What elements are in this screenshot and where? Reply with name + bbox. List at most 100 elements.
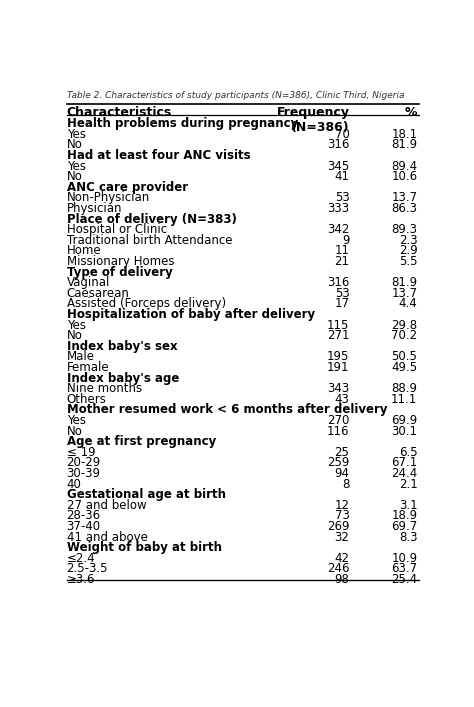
Text: 17: 17 (335, 298, 349, 310)
Text: Yes: Yes (66, 414, 86, 427)
Text: 86.3: 86.3 (392, 202, 418, 215)
Text: 12: 12 (335, 499, 349, 512)
Text: 32: 32 (335, 531, 349, 544)
Text: 8.3: 8.3 (399, 531, 418, 544)
Text: 29.8: 29.8 (392, 319, 418, 332)
Text: 50.5: 50.5 (392, 351, 418, 363)
Text: Index baby's age: Index baby's age (66, 372, 179, 385)
Text: 25: 25 (335, 446, 349, 459)
Text: No: No (66, 139, 82, 151)
Text: 343: 343 (327, 382, 349, 395)
Text: 270: 270 (327, 414, 349, 427)
Text: Place of delivery (N=383): Place of delivery (N=383) (66, 213, 237, 226)
Text: Home: Home (66, 245, 101, 257)
Text: 316: 316 (327, 276, 349, 289)
Text: Hospitalization of baby after delivery: Hospitalization of baby after delivery (66, 308, 315, 321)
Text: Traditional birth Attendance: Traditional birth Attendance (66, 234, 232, 247)
Text: 69.9: 69.9 (391, 414, 418, 427)
Text: 2.5-3.5: 2.5-3.5 (66, 563, 108, 575)
Text: 73: 73 (335, 510, 349, 522)
Text: Age at first pregnancy: Age at first pregnancy (66, 436, 216, 448)
Text: ≥3.6: ≥3.6 (66, 573, 95, 586)
Text: Mother resumed work < 6 months after delivery: Mother resumed work < 6 months after del… (66, 404, 387, 416)
Text: Index baby's sex: Index baby's sex (66, 340, 177, 353)
Text: Male: Male (66, 351, 95, 363)
Text: 70: 70 (335, 128, 349, 141)
Text: 271: 271 (327, 329, 349, 342)
Text: Hospital or Clinic: Hospital or Clinic (66, 223, 167, 236)
Text: 2.9: 2.9 (399, 245, 418, 257)
Text: 13.7: 13.7 (392, 192, 418, 204)
Text: %: % (405, 105, 418, 119)
Text: No: No (66, 329, 82, 342)
Text: Female: Female (66, 361, 109, 374)
Text: 8: 8 (342, 478, 349, 491)
Text: 41: 41 (335, 170, 349, 183)
Text: 88.9: 88.9 (392, 382, 418, 395)
Text: Weight of baby at birth: Weight of baby at birth (66, 542, 222, 554)
Text: Caesarean: Caesarean (66, 287, 129, 300)
Text: 342: 342 (327, 223, 349, 236)
Text: 116: 116 (327, 425, 349, 438)
Text: Yes: Yes (66, 319, 86, 332)
Text: 53: 53 (335, 287, 349, 300)
Text: 49.5: 49.5 (392, 361, 418, 374)
Text: No: No (66, 170, 82, 183)
Text: Yes: Yes (66, 160, 86, 173)
Text: 40: 40 (66, 478, 82, 491)
Text: 27 and below: 27 and below (66, 499, 146, 512)
Text: ANC care provider: ANC care provider (66, 181, 188, 194)
Text: 195: 195 (327, 351, 349, 363)
Text: 9: 9 (342, 234, 349, 247)
Text: 30.1: 30.1 (392, 425, 418, 438)
Text: 115: 115 (327, 319, 349, 332)
Text: 89.3: 89.3 (392, 223, 418, 236)
Text: 43: 43 (335, 393, 349, 406)
Text: 63.7: 63.7 (392, 563, 418, 575)
Text: 2.1: 2.1 (399, 478, 418, 491)
Text: 30-39: 30-39 (66, 467, 100, 480)
Text: 94: 94 (335, 467, 349, 480)
Text: 24.4: 24.4 (391, 467, 418, 480)
Text: 345: 345 (327, 160, 349, 173)
Text: 3.1: 3.1 (399, 499, 418, 512)
Text: Frequency
(N=386): Frequency (N=386) (276, 105, 349, 134)
Text: 333: 333 (328, 202, 349, 215)
Text: 191: 191 (327, 361, 349, 374)
Text: 269: 269 (327, 520, 349, 533)
Text: Table 2. Characteristics of study participants (N=386), Clinic Third, Nigeria: Table 2. Characteristics of study partic… (66, 91, 404, 100)
Text: 10.9: 10.9 (392, 552, 418, 565)
Text: 42: 42 (335, 552, 349, 565)
Text: Physician: Physician (66, 202, 122, 215)
Text: Vaginal: Vaginal (66, 276, 110, 289)
Text: 37-40: 37-40 (66, 520, 100, 533)
Text: Others: Others (66, 393, 107, 406)
Text: 2.3: 2.3 (399, 234, 418, 247)
Text: 246: 246 (327, 563, 349, 575)
Text: Gestational age at birth: Gestational age at birth (66, 489, 226, 501)
Text: 41 and above: 41 and above (66, 531, 147, 544)
Text: 28-36: 28-36 (66, 510, 100, 522)
Text: 21: 21 (335, 255, 349, 268)
Text: 13.7: 13.7 (392, 287, 418, 300)
Text: ≤2.4: ≤2.4 (66, 552, 95, 565)
Text: 67.1: 67.1 (391, 457, 418, 469)
Text: 81.9: 81.9 (392, 139, 418, 151)
Text: 25.4: 25.4 (392, 573, 418, 586)
Text: 18.9: 18.9 (392, 510, 418, 522)
Text: Health problems during pregnancy: Health problems during pregnancy (66, 117, 298, 130)
Text: 11: 11 (335, 245, 349, 257)
Text: Assisted (Forceps delivery): Assisted (Forceps delivery) (66, 298, 226, 310)
Text: Yes: Yes (66, 128, 86, 141)
Text: 89.4: 89.4 (392, 160, 418, 173)
Text: 20-29: 20-29 (66, 457, 101, 469)
Text: 53: 53 (335, 192, 349, 204)
Text: ≤ 19: ≤ 19 (66, 446, 95, 459)
Text: Nine months: Nine months (66, 382, 142, 395)
Text: 70.2: 70.2 (392, 329, 418, 342)
Text: 4.4: 4.4 (399, 298, 418, 310)
Text: Type of delivery: Type of delivery (66, 266, 173, 279)
Text: Non-Physician: Non-Physician (66, 192, 150, 204)
Text: 10.6: 10.6 (392, 170, 418, 183)
Text: 98: 98 (335, 573, 349, 586)
